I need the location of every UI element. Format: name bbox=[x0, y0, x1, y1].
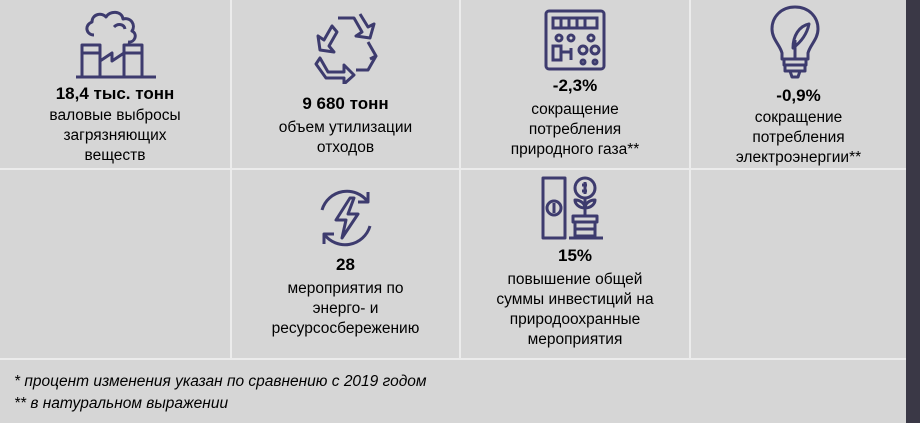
energy-cycle-icon bbox=[320, 189, 372, 247]
money-growth-icon bbox=[541, 176, 603, 240]
stat-desc-line: сокращение bbox=[531, 101, 619, 118]
grid-divider bbox=[0, 358, 906, 360]
factory-icon bbox=[76, 10, 156, 79]
stat-energy-measures: 28 мероприятия по энерго- и ресурсосбере… bbox=[232, 170, 459, 358]
stat-desc-line: мероприятия по bbox=[287, 280, 404, 297]
stat-value: -0,9% bbox=[776, 86, 821, 105]
stat-waste: 9 680 тонн объем утилизации отходов bbox=[232, 0, 459, 168]
stat-desc-line: суммы инвестиций на bbox=[496, 291, 654, 308]
stat-desc-line: сокращение bbox=[754, 109, 843, 126]
stat-desc-line: веществ bbox=[84, 147, 146, 164]
stat-desc-line: потребления bbox=[528, 121, 622, 138]
stat-desc-line: электроэнергии** bbox=[735, 149, 862, 166]
stat-desc-line: отходов bbox=[316, 139, 375, 156]
stat-desc-line: энерго- и bbox=[312, 300, 379, 317]
stat-value: 15% bbox=[557, 246, 593, 265]
stat-electricity: -0,9% сокращение потребления электроэнер… bbox=[691, 0, 906, 168]
grid-divider bbox=[689, 0, 691, 358]
stat-investments: 15% повышение общей суммы инвестиций на … bbox=[461, 170, 689, 358]
stat-value: 18,4 тыс. тонн bbox=[55, 84, 175, 103]
recycle-icon bbox=[314, 13, 378, 84]
stat-desc-line: загрязняющих bbox=[63, 127, 167, 144]
stat-desc-line: повышение общей bbox=[507, 271, 643, 288]
stat-value: 28 bbox=[336, 255, 355, 274]
stat-value: 9 680 тонн bbox=[302, 94, 389, 113]
stat-desc-line: природоохранные bbox=[509, 311, 641, 328]
stat-desc-line: мероприятия bbox=[527, 331, 623, 348]
grid-divider bbox=[0, 168, 906, 170]
gas-meter-icon bbox=[544, 9, 606, 71]
footnote-natural-terms: ** в натуральном выражении bbox=[14, 395, 229, 412]
stat-emissions: 18,4 тыс. тонн валовые выбросы загрязняю… bbox=[0, 0, 230, 168]
stat-desc-line: природного газа** bbox=[510, 141, 640, 158]
grid-divider bbox=[459, 0, 461, 358]
lightbulb-leaf-icon bbox=[770, 5, 820, 79]
stat-value: -2,3% bbox=[552, 76, 598, 95]
footnote-comparison: * процент изменения указан по сравнению … bbox=[14, 373, 427, 390]
right-edge-bar bbox=[906, 0, 920, 423]
stat-desc-line: потребления bbox=[752, 129, 845, 146]
stat-desc-line: ресурсосбережению bbox=[271, 320, 420, 337]
grid-divider bbox=[230, 0, 232, 358]
stat-gas: -2,3% сокращение потребления природного … bbox=[461, 0, 689, 168]
stat-desc-line: объем утилизации bbox=[278, 119, 413, 136]
stat-desc-line: валовые выбросы bbox=[49, 107, 181, 124]
